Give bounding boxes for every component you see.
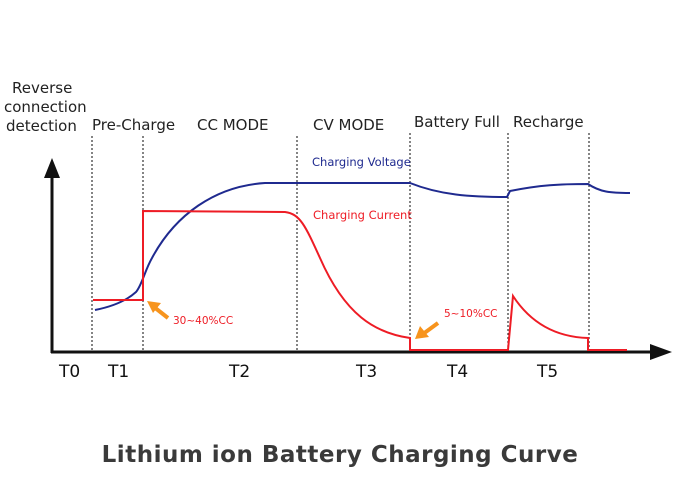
y-axis-arrow	[44, 158, 60, 178]
time-label-t1: T1	[107, 362, 129, 382]
phase-label-cv-mode: CV MODE	[313, 116, 384, 134]
precharge-current-annotation: 30~40%CC	[173, 315, 233, 327]
time-label-t2: T2	[228, 362, 250, 382]
x-axis-arrow	[650, 344, 672, 360]
time-label-t3: T3	[355, 362, 377, 382]
diagram-title: Lithium ion Battery Charging Curve	[102, 442, 579, 468]
reverse-detection-label-3: detection	[6, 117, 77, 135]
reverse-detection-label-2: connection	[4, 98, 87, 116]
phase-label-battery-full: Battery Full	[414, 113, 500, 131]
time-label-t0: T0	[58, 362, 80, 382]
charging-current-curve	[93, 209, 627, 351]
phase-dividers	[91, 133, 590, 352]
phase-label-precharge: Pre-Charge	[92, 116, 175, 134]
reverse-detection-label-1: Reverse	[12, 79, 72, 97]
charging-voltage-curve	[94, 182, 631, 311]
phase-label-recharge: Recharge	[513, 113, 584, 131]
time-label-t4: T4	[446, 362, 468, 382]
charging-voltage-label: Charging Voltage	[312, 155, 411, 169]
charging-current-label: Charging Current	[313, 208, 412, 222]
phase-label-cc-mode: CC MODE	[197, 116, 269, 134]
precharge-arrow-icon	[147, 301, 170, 320]
time-label-t5: T5	[536, 362, 558, 382]
termination-current-annotation: 5~10%CC	[444, 308, 497, 320]
termination-arrow-icon	[415, 321, 440, 339]
